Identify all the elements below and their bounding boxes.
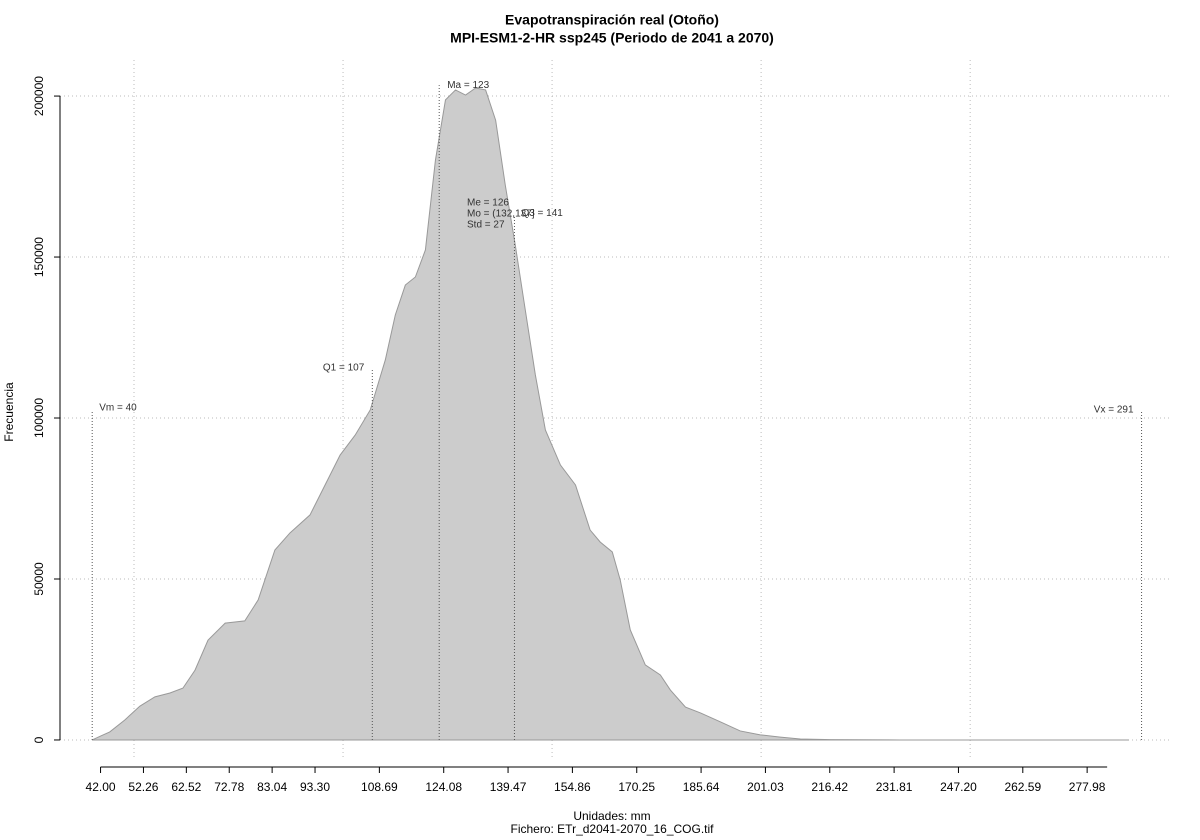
stat-label: Me = 126 (467, 198, 509, 209)
x-tick-label: 216.42 (811, 780, 848, 794)
marker-label: Q3 = 141 (521, 208, 563, 219)
x-tick-label: 93.30 (300, 780, 330, 794)
x-tick-label: 62.52 (171, 780, 201, 794)
marker-label: Q1 = 107 (323, 362, 365, 373)
x-tick-label: 42.00 (86, 780, 116, 794)
y-tick-label: 200000 (32, 76, 46, 116)
x-tick-label: 247.20 (940, 780, 977, 794)
x-tick-label: 277.98 (1069, 780, 1106, 794)
x-tick-label: 72.78 (214, 780, 244, 794)
x-tick-label: 262.59 (1004, 780, 1041, 794)
y-tick-label: 100000 (32, 398, 46, 438)
y-tick-label: 50000 (32, 562, 46, 596)
x-tick-label: 154.86 (554, 780, 591, 794)
caption: Fichero: ETr_d2041-2070_16_COG.tif (511, 822, 715, 836)
x-tick-label: 201.03 (747, 780, 784, 794)
marker-label: Vx = 291 (1094, 405, 1134, 416)
x-axis-label: Unidades: mm (573, 809, 650, 823)
stat-label: Mo = (132,137] (467, 209, 535, 220)
x-tick-label: 139.47 (490, 780, 527, 794)
density-area (91, 87, 1130, 741)
x-tick-label: 185.64 (683, 780, 720, 794)
y-tick-label: 150000 (32, 237, 46, 277)
chart-title: Evapotranspiración real (Otoño) (505, 12, 719, 28)
chart-subtitle: MPI-ESM1-2-HR ssp245 (Periodo de 2041 a … (450, 30, 774, 46)
x-tick-label: 170.25 (618, 780, 655, 794)
x-tick-label: 108.69 (361, 780, 398, 794)
marker-label: Vm = 40 (99, 403, 137, 414)
x-tick-label: 83.04 (257, 780, 287, 794)
y-tick-label: 0 (32, 736, 46, 743)
x-tick-label: 231.81 (876, 780, 913, 794)
x-tick-label: 124.08 (425, 780, 462, 794)
x-tick-label: 52.26 (128, 780, 158, 794)
y-axis-label: Frecuencia (2, 382, 16, 442)
stat-label: Std = 27 (467, 220, 505, 231)
marker-label: Ma = 123 (447, 80, 489, 91)
